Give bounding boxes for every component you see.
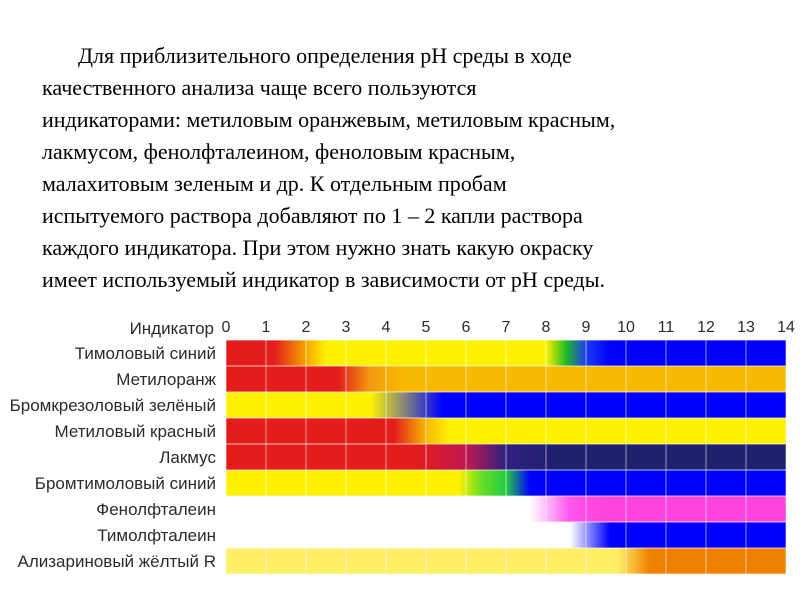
indicator-name: Тимолфталеин: [97, 526, 216, 545]
ph-tick-label: 13: [737, 319, 755, 336]
paragraph-line: качественного анализа чаще всего пользую…: [42, 75, 477, 100]
indicator-color-chart: Индикатор 0 1 2 3 4 5 6 7 8 9 10 11 12 13 14 Тимоловый…: [10, 319, 795, 575]
paragraph-line: Для приблизительного определения pH сред…: [78, 43, 572, 68]
ph-tick-label: 0: [222, 319, 231, 336]
ph-tick-label: 7: [502, 319, 511, 336]
ph-tick-label: 1: [262, 319, 271, 336]
ph-tick-label: 2: [302, 319, 311, 336]
ph-tick-label: 14: [777, 319, 795, 336]
ph-tick-label: 5: [422, 319, 431, 336]
ph-tick-label: 4: [382, 319, 391, 336]
paragraph-line: лакмусом, фенолфталеином, феноловым крас…: [42, 139, 516, 164]
ph-tick-label: 12: [697, 319, 715, 336]
ph-tick-label: 3: [342, 319, 351, 336]
ph-tick-label: 8: [542, 319, 551, 336]
paragraph-line: малахитовым зеленым и др. К отдельным пр…: [42, 171, 507, 196]
ph-tick-label: 9: [582, 319, 591, 336]
indicator-name: Тимоловый синий: [75, 344, 216, 363]
indicator-name: Бромтимоловый синий: [35, 474, 216, 493]
paragraph-line: испытуемого раствора добавляют по 1 – 2 …: [42, 203, 583, 228]
ph-tick-labels: 0 1 2 3 4 5 6 7 8 9 10 11 12 13 14: [222, 319, 795, 336]
header-label: Индикатор: [130, 319, 214, 338]
indicator-name: Фенолфталеин: [96, 500, 216, 519]
indicator-name: Метиловый красный: [54, 422, 216, 441]
ph-tick-label: 11: [658, 319, 675, 336]
ph-tick-label: 6: [462, 319, 471, 336]
indicator-name: Бромкрезоловый зелёный: [10, 396, 216, 415]
paragraph-line: имеет используемый индикатор в зависимос…: [42, 267, 606, 292]
paragraph-line: каждого индикатора. При этом нужно знать…: [42, 235, 594, 260]
ph-tick-label: 10: [617, 319, 635, 336]
paragraph: Для приблизительного определения pH сред…: [42, 40, 762, 296]
grid-lines: [225, 339, 787, 575]
indicator-name: Лакмус: [159, 448, 216, 467]
indicator-rows: Тимоловый синий Метилоранж Бромкрезоловый …: [10, 340, 786, 574]
paragraph-line: индикаторами: метиловым оранжевым, метил…: [42, 107, 616, 132]
indicator-name: Ализариновый жёлтый R: [17, 552, 216, 571]
indicator-name: Метилоранж: [116, 370, 216, 389]
